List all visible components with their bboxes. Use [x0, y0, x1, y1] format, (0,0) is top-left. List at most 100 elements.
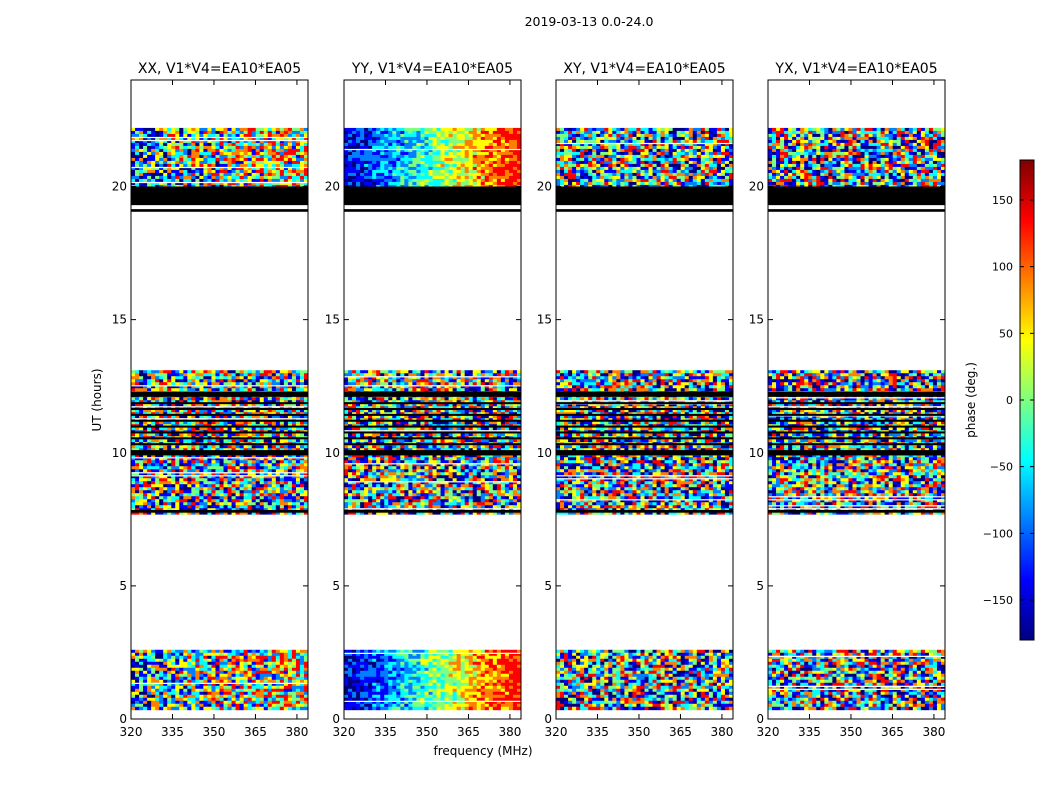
heatmap-cell	[388, 670, 393, 675]
heatmap-cell	[175, 376, 180, 380]
heatmap-cell	[516, 370, 521, 374]
heatmap-cell	[239, 472, 245, 476]
heatmap-cell	[271, 493, 277, 497]
heatmap-cell	[251, 445, 257, 449]
heatmap-cell	[151, 160, 156, 165]
heatmap-cell	[404, 658, 409, 663]
heatmap-cell	[287, 490, 293, 494]
heatmap-cell	[412, 370, 417, 374]
heatmap-cell	[243, 685, 249, 690]
heatmap-cell	[283, 166, 289, 171]
heatmap-cell	[291, 145, 297, 150]
heatmap-cell	[179, 661, 184, 666]
heatmap-cell	[440, 658, 445, 663]
heatmap-cell	[291, 454, 297, 458]
heatmap-cell	[251, 421, 257, 425]
heatmap-cell	[215, 490, 220, 494]
heatmap-cell	[175, 667, 180, 672]
heatmap-cell	[299, 427, 305, 431]
heatmap-cell	[151, 154, 156, 159]
heatmap-cell	[159, 499, 164, 503]
heatmap-cell	[468, 652, 474, 657]
heatmap-cell	[207, 661, 212, 666]
heatmap-cell	[171, 655, 176, 660]
heatmap-cell	[404, 703, 409, 708]
heatmap-cell	[348, 676, 353, 681]
heatmap-cell	[187, 499, 192, 503]
heatmap-cell	[203, 181, 208, 186]
heatmap-cell	[303, 379, 308, 383]
heatmap-cell	[215, 130, 220, 135]
heatmap-cell	[299, 370, 305, 374]
heatmap-cell	[275, 403, 281, 407]
heatmap-cell	[384, 661, 389, 666]
heatmap-cell	[468, 661, 474, 666]
heatmap-cell	[139, 163, 144, 168]
heatmap-cell	[295, 373, 301, 377]
heatmap-cell	[428, 706, 433, 711]
heatmap-cell	[219, 505, 224, 509]
heatmap-cell	[183, 670, 188, 675]
heatmap-cell	[279, 133, 285, 138]
heatmap-cell	[267, 478, 273, 482]
heatmap-cell	[416, 670, 421, 675]
heatmap-cell	[267, 508, 273, 512]
heatmap-cell	[239, 373, 245, 377]
heatmap-cell	[500, 679, 506, 684]
heatmap-cell	[283, 670, 289, 675]
heatmap-cell	[155, 433, 160, 437]
heatmap-cell	[243, 433, 249, 437]
heatmap-cell	[452, 373, 458, 377]
heatmap-cell	[151, 133, 156, 138]
heatmap-cell	[271, 403, 277, 407]
heatmap-cell	[207, 487, 212, 491]
heatmap-cell	[344, 667, 349, 672]
heatmap-cell	[291, 490, 297, 494]
heatmap-cell	[195, 502, 200, 506]
heatmap-cell	[291, 511, 297, 515]
gap-line	[131, 136, 308, 139]
heatmap-cell	[239, 478, 245, 482]
heatmap-cell	[303, 679, 308, 684]
heatmap-cell	[175, 427, 180, 431]
heatmap-cell	[404, 682, 409, 687]
heatmap-cell	[299, 166, 305, 171]
heatmap-cell	[352, 670, 357, 675]
heatmap-cell	[504, 667, 510, 672]
heatmap-cell	[243, 697, 249, 702]
flagged-line	[131, 431, 308, 434]
heatmap-cell	[303, 457, 308, 461]
heatmap-cell	[195, 676, 200, 681]
heatmap-cell	[239, 688, 245, 693]
heatmap-cell	[259, 700, 265, 705]
heatmap-cell	[287, 658, 293, 663]
heatmap-cell	[287, 457, 293, 461]
heatmap-cell	[227, 454, 232, 458]
heatmap-cell	[143, 682, 148, 687]
heatmap-cell	[223, 379, 228, 383]
heatmap-cell	[155, 469, 160, 473]
heatmap-cell	[235, 154, 241, 159]
heatmap-cell	[187, 148, 192, 153]
heatmap-cell	[255, 667, 261, 672]
heatmap-cell	[183, 703, 188, 708]
heatmap-cell	[147, 439, 152, 443]
heatmap-cell	[263, 433, 269, 437]
heatmap-cell	[151, 469, 156, 473]
heatmap-cell	[344, 649, 349, 654]
heatmap-cell	[283, 667, 289, 672]
heatmap-cell	[267, 475, 273, 479]
heatmap-cell	[303, 445, 308, 449]
heatmap-cell	[247, 670, 253, 675]
heatmap-cell	[492, 379, 498, 383]
heatmap-cell	[275, 673, 281, 678]
heatmap-cell	[219, 454, 224, 458]
heatmap-cell	[448, 685, 454, 690]
heatmap-cell	[504, 379, 510, 383]
heatmap-cell	[412, 691, 417, 696]
heatmap-cell	[279, 427, 285, 431]
heatmap-cell	[187, 466, 192, 470]
heatmap-cell	[191, 469, 196, 473]
heatmap-cell	[207, 706, 212, 711]
heatmap-cell	[452, 694, 458, 699]
